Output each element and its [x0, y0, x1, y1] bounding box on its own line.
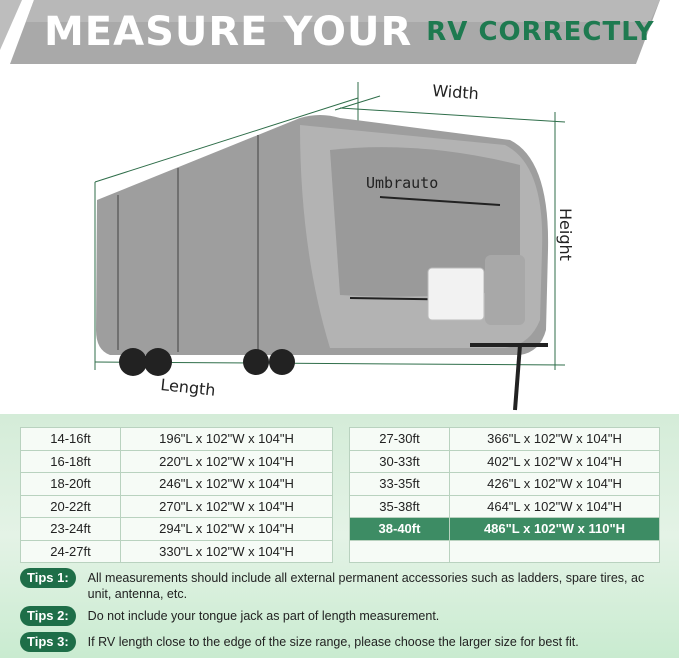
title-green: RV CORRECTLY: [426, 17, 655, 47]
size-chart-section: 14-16ft 196"L x 102"W x 104"H 16-18ft 220"L…: [0, 414, 679, 658]
height-label: Height: [556, 208, 575, 261]
rv-length-cell: 14-16ft: [20, 427, 121, 451]
size-row: 23-24ft 294"L x 102"W x 104"H: [20, 517, 333, 541]
cover-dimensions-cell: 426"L x 102"W x 104"H: [449, 472, 660, 496]
tip-1: Tips 1: All measurements should include a…: [20, 568, 668, 602]
cover-dimensions-cell: 330"L x 102"W x 104"H: [120, 539, 333, 563]
page-title: MEASURE YOUR RV CORRECTLY: [44, 6, 655, 58]
size-row: 16-18ft 220"L x 102"W x 104"H: [20, 449, 333, 473]
rv-length-cell: 27-30ft: [349, 427, 450, 451]
size-row: 38-40ft 486"L x 102"W x 110"H: [349, 517, 660, 541]
rv-cover-diagram: Width Height Length Umbrauto: [94, 81, 575, 411]
size-row: 27-30ft 366"L x 102"W x 104"H: [349, 427, 660, 451]
tip-3: Tips 3: If RV length close to the edge of…: [20, 632, 668, 652]
size-row: 33-35ft 426"L x 102"W x 104"H: [349, 472, 660, 496]
rv-length-cell: [349, 539, 450, 563]
tip-text: All measurements should include all exte…: [87, 571, 645, 601]
rv-length-cell: 30-33ft: [349, 449, 450, 473]
rv-length-cell: 18-20ft: [20, 472, 121, 496]
cover-dimensions-cell: 246"L x 102"W x 104"H: [120, 472, 333, 496]
cover-dimensions-cell: 270"L x 102"W x 104"H: [120, 494, 333, 518]
size-row: 35-38ft 464"L x 102"W x 104"H: [349, 494, 660, 518]
rv-length-cell: 23-24ft: [20, 517, 121, 541]
cover-dimensions-cell: 196"L x 102"W x 104"H: [120, 427, 333, 451]
cover-dimensions-cell: 486"L x 102"W x 110"H: [449, 517, 660, 541]
rv-length-cell: 20-22ft: [20, 494, 121, 518]
rv-length-cell: 33-35ft: [349, 472, 450, 496]
size-row: 18-20ft 246"L x 102"W x 104"H: [20, 472, 333, 496]
size-row: 20-22ft 270"L x 102"W x 104"H: [20, 494, 333, 518]
cover-dimensions-cell: [449, 539, 660, 563]
width-label: Width: [432, 81, 480, 103]
tip-2: Tips 2: Do not include your tongue jack a…: [20, 606, 668, 626]
tip-badge: Tips 1:: [20, 568, 76, 588]
size-row: 24-27ft 330"L x 102"W x 104"H: [20, 539, 333, 563]
cover-dimensions-cell: 366"L x 102"W x 104"H: [449, 427, 660, 451]
tip-text: Do not include your tongue jack as part …: [87, 609, 440, 623]
size-table-right: 27-30ft 366"L x 102"W x 104"H 30-33ft 402"L…: [349, 427, 660, 563]
cover-dimensions-cell: 464"L x 102"W x 104"H: [449, 494, 660, 518]
brand-logo: Umbrauto: [366, 174, 438, 192]
tip-badge: Tips 3:: [20, 632, 76, 652]
length-label: Length: [160, 375, 217, 400]
rv-length-cell: 16-18ft: [20, 449, 121, 473]
size-row: 14-16ft 196"L x 102"W x 104"H: [20, 427, 333, 451]
cover-dimensions-cell: 294"L x 102"W x 104"H: [120, 517, 333, 541]
size-table-left: 14-16ft 196"L x 102"W x 104"H 16-18ft 220"L…: [20, 427, 333, 563]
size-row: [349, 539, 660, 563]
tip-text: If RV length close to the edge of the si…: [87, 635, 579, 649]
tip-badge: Tips 2:: [20, 606, 76, 626]
banner-background: [0, 0, 660, 64]
rv-length-cell: 35-38ft: [349, 494, 450, 518]
cover-dimensions-cell: 402"L x 102"W x 104"H: [449, 449, 660, 473]
cover-dimensions-cell: 220"L x 102"W x 104"H: [120, 449, 333, 473]
rv-length-cell: 38-40ft: [349, 517, 450, 541]
rv-length-cell: 24-27ft: [20, 539, 121, 563]
title-white: MEASURE YOUR: [44, 9, 413, 55]
size-row: 30-33ft 402"L x 102"W x 104"H: [349, 449, 660, 473]
